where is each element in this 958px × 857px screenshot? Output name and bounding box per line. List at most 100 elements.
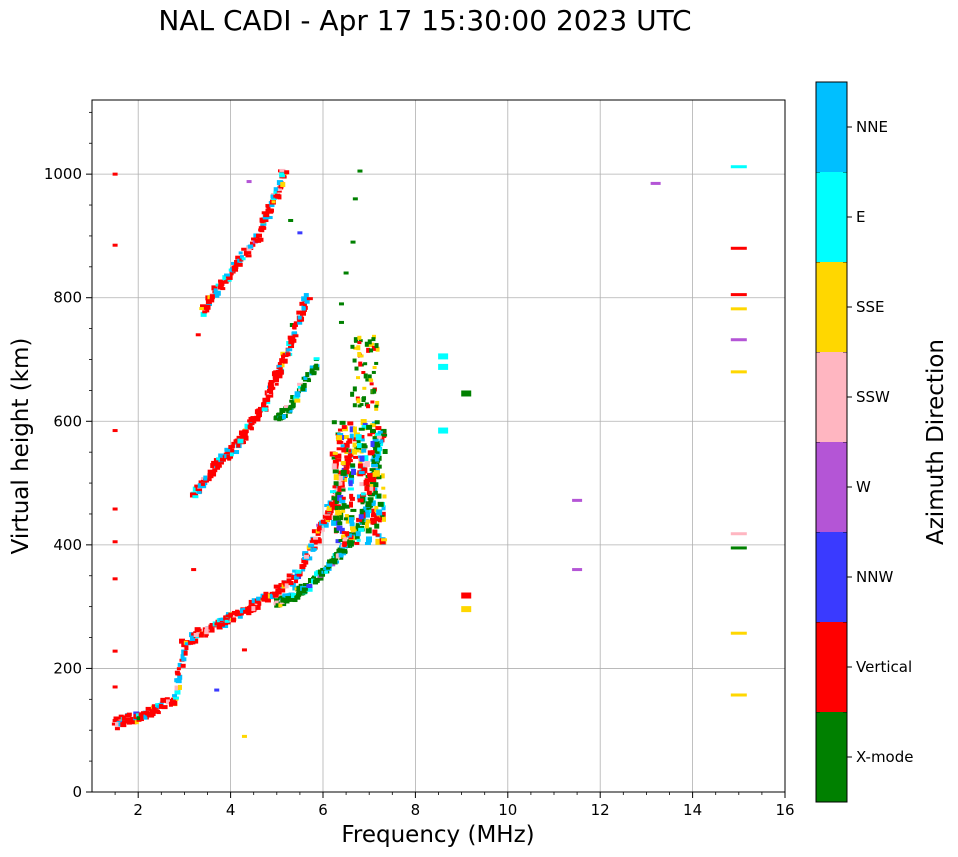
cluster-echo-point xyxy=(343,442,350,448)
trace-echo-point xyxy=(373,440,379,445)
trace-echo-point xyxy=(253,607,258,611)
cluster-echo-point xyxy=(370,400,375,404)
trace-echo-point xyxy=(295,595,301,600)
cluster-echo-point xyxy=(337,432,344,437)
trace-echo-point xyxy=(312,547,317,551)
trace-echo-point xyxy=(285,352,291,357)
cluster-echo-point xyxy=(343,517,348,521)
trace-echo-point xyxy=(281,359,287,364)
trace-echo-point xyxy=(288,580,294,585)
trace-echo-point xyxy=(155,709,160,713)
trace-echo-point xyxy=(303,375,308,380)
trace-echo-point xyxy=(367,497,374,501)
trace-echo-point xyxy=(204,626,211,631)
cluster-echo-point xyxy=(366,490,372,495)
trace-echo-point xyxy=(330,502,337,507)
trace-echo-point xyxy=(177,684,182,690)
cluster-echo-point xyxy=(367,433,373,437)
y-tick-label: 1000 xyxy=(44,165,82,183)
trace-echo-point xyxy=(253,233,259,238)
cluster-echo-point xyxy=(354,337,359,343)
isolated-echo-point xyxy=(112,577,118,581)
trace-echo-point xyxy=(122,720,129,724)
trace-echo-point xyxy=(237,438,244,444)
cluster-echo-point xyxy=(336,447,342,451)
trace-echo-point xyxy=(338,552,344,558)
trace-echo-point xyxy=(248,421,255,426)
trace-echo-point xyxy=(304,298,310,304)
colorbar-segment xyxy=(816,262,847,352)
trace-echo-point xyxy=(184,642,191,646)
trace-echo-point xyxy=(200,482,205,486)
cluster-echo-point xyxy=(374,361,379,365)
trace-echo-point xyxy=(269,593,275,599)
trace-echo-point xyxy=(287,335,292,340)
trace-echo-point xyxy=(292,331,298,335)
trace-echo-point xyxy=(306,586,313,592)
cluster-echo-point xyxy=(336,435,343,442)
trace-echo-point xyxy=(134,720,139,725)
cluster-echo-point xyxy=(355,434,362,441)
colorbar-segment xyxy=(816,712,847,802)
cluster-echo-point xyxy=(359,354,364,358)
trace-echo-point xyxy=(216,457,223,461)
trace-echo-point xyxy=(278,603,283,608)
trace-echo-point xyxy=(297,385,303,389)
chart-title: NAL CADI - Apr 17 15:30:00 2023 UTC xyxy=(158,4,692,37)
cluster-echo-point xyxy=(371,337,376,342)
y-tick-label: 400 xyxy=(53,536,82,554)
cluster-echo-point xyxy=(354,541,360,545)
cluster-echo-point xyxy=(353,346,358,350)
trace-echo-point xyxy=(361,509,368,513)
trace-echo-point xyxy=(305,372,310,378)
trace-echo-point xyxy=(133,714,138,720)
isolated-echo-point xyxy=(112,685,118,689)
cluster-echo-point xyxy=(375,533,380,537)
cluster-echo-point xyxy=(352,426,357,433)
trace-echo-point xyxy=(199,307,206,311)
cluster-echo-point xyxy=(356,376,361,380)
isolated-echo-point xyxy=(357,169,363,173)
trace-echo-point xyxy=(220,287,226,291)
cluster-echo-point xyxy=(358,427,365,431)
cluster-echo-point xyxy=(349,526,355,531)
cluster-echo-point xyxy=(347,438,353,442)
isolated-echo-point xyxy=(112,507,118,511)
trace-echo-point xyxy=(219,622,225,627)
trace-echo-point xyxy=(297,315,302,320)
trace-echo-point xyxy=(295,392,301,398)
x-tick-label: 14 xyxy=(683,801,702,819)
cluster-echo-point xyxy=(367,484,374,488)
y-tick-label: 600 xyxy=(53,412,82,430)
cluster-echo-point xyxy=(370,513,377,518)
trace-echo-point xyxy=(210,298,215,303)
trace-echo-point xyxy=(275,193,281,199)
isolated-echo-point xyxy=(461,390,472,397)
trace-echo-point xyxy=(130,716,137,721)
cluster-echo-point xyxy=(330,490,337,494)
isolated-echo-point xyxy=(461,592,472,599)
trace-echo-point xyxy=(261,217,268,222)
trace-echo-point xyxy=(234,260,240,266)
trace-echo-point xyxy=(251,237,257,241)
cluster-echo-point xyxy=(358,527,365,532)
cluster-echo-point xyxy=(329,451,336,457)
trace-echo-point xyxy=(375,450,380,456)
trace-echo-point xyxy=(114,725,120,731)
trace-echo-point xyxy=(311,529,318,534)
trace-echo-point xyxy=(257,601,262,606)
trace-echo-point xyxy=(145,706,152,711)
trace-echo-point xyxy=(218,617,225,621)
trace-echo-point xyxy=(111,722,117,726)
isolated-echo-point xyxy=(730,532,747,536)
trace-echo-point xyxy=(337,547,344,551)
trace-echo-point xyxy=(143,714,148,720)
cluster-echo-point xyxy=(377,430,383,434)
cluster-echo-point xyxy=(360,419,367,426)
x-tick-label: 12 xyxy=(591,801,610,819)
trace-echo-point xyxy=(204,629,210,635)
trace-echo-point xyxy=(331,563,336,567)
trace-echo-point xyxy=(203,304,208,310)
cluster-echo-point xyxy=(372,471,377,477)
trace-echo-point xyxy=(279,363,285,368)
